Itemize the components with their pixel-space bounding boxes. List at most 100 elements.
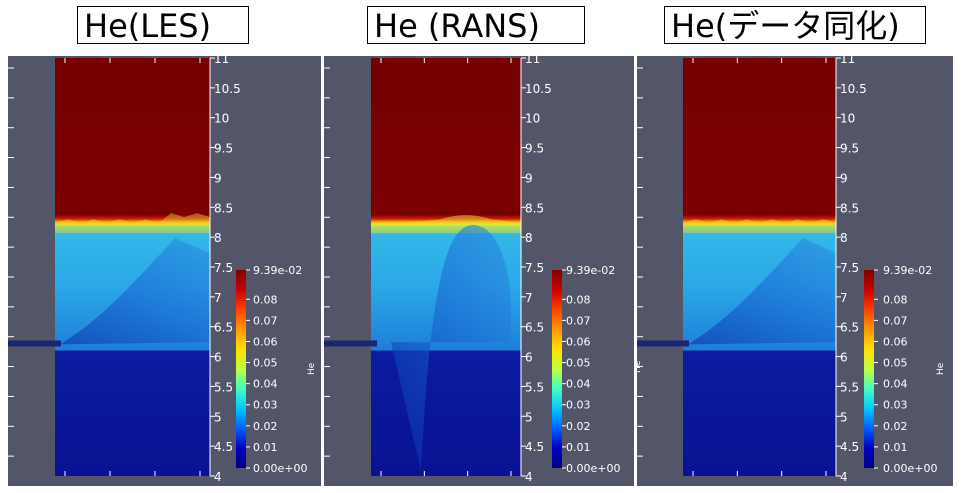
- colorbar-label: 0.05: [883, 357, 908, 370]
- y-tick-label: 11: [214, 56, 229, 66]
- colorbar: [864, 270, 874, 468]
- colorbar-label: 0.03: [566, 399, 591, 412]
- colorbar-label: 0.07: [883, 314, 908, 327]
- panel-title-da: He(データ同化): [664, 6, 926, 45]
- y-tick-label: 7.5: [214, 261, 233, 275]
- colorbar-label: 0.07: [253, 314, 278, 327]
- y-tick-label: 5.5: [525, 380, 544, 394]
- y-tick-label: 10.5: [840, 82, 867, 96]
- y-tick-label: 7.5: [525, 261, 544, 275]
- colorbar-label: 0.01: [253, 441, 278, 454]
- y-tick-label: 5: [525, 410, 533, 424]
- y-tick-label: 6: [214, 351, 222, 365]
- colorbar-label: 0.08: [883, 293, 908, 306]
- y-tick-label: 7: [525, 291, 533, 305]
- y-tick-label: 4: [840, 470, 848, 484]
- contour-plot-rans: 11 10.5 10 9.5 9 8.5 8 7.5 7 6.5 6 5.5 5 4.5 4 9.39e-02…: [324, 56, 620, 484]
- contour-plot-les: 11 10.5 10 9.5 9 8.5 8 7.5 7 6.5 6 5.5 5 4.5 4 9.39e-02…: [8, 56, 317, 484]
- colorbar-label: 0.04: [883, 378, 908, 391]
- colorbar-label: 0.04: [253, 378, 278, 391]
- colorbar-label: 0.06: [253, 335, 278, 348]
- y-tick-label: 11: [840, 56, 855, 66]
- colorbar-label: 0.00e+00: [883, 462, 937, 475]
- mixing-plume: [688, 238, 836, 345]
- panel-title-rans: He (RANS): [367, 6, 585, 45]
- colorbar: [552, 270, 562, 468]
- y-tick-label: 9: [214, 171, 222, 185]
- y-tick-label: 4.5: [525, 440, 544, 454]
- colorbar-label: 0.01: [566, 441, 591, 454]
- injector-pipe: [324, 340, 377, 347]
- colorbar-label: 0.05: [253, 357, 278, 370]
- y-tick-label: 4: [214, 470, 222, 484]
- y-tick-label: 8: [525, 231, 533, 245]
- colorbar-label: 0.01: [883, 441, 908, 454]
- colorbar-title: He: [936, 362, 946, 375]
- y-tick-label: 9.5: [840, 142, 859, 156]
- y-tick-label: 9: [840, 171, 848, 185]
- colorbar-label: 0.06: [566, 335, 591, 348]
- colorbar-label: 9.39e-02: [253, 264, 302, 277]
- y-tick-label: 10: [840, 112, 855, 126]
- colorbar-label: 0.00e+00: [566, 462, 620, 475]
- colorbar-label: 9.39e-02: [883, 264, 932, 277]
- colorbar-label: 9.39e-02: [566, 264, 615, 277]
- colorbar-label: 0.02: [883, 420, 908, 433]
- y-tick-label: 8.5: [840, 201, 859, 215]
- interface-layer: [55, 213, 210, 234]
- colorbar-title: He: [307, 362, 317, 375]
- y-tick-label: 4.5: [214, 440, 233, 454]
- injector-pipe: [8, 340, 61, 347]
- y-tick-label: 7: [214, 291, 222, 305]
- contour-panel-rans: 11 10.5 10 9.5 9 8.5 8 7.5 7 6.5 6 5.5 5 4.5 4 9.39e-02…: [324, 56, 634, 486]
- left-wall: [637, 58, 683, 476]
- colorbar-label: 0.06: [883, 335, 908, 348]
- colorbar-label: 0.02: [566, 420, 591, 433]
- y-tick-label: 6.5: [525, 321, 544, 335]
- colorbar-title-rans: He: [637, 360, 643, 373]
- y-tick-label: 5: [840, 410, 848, 424]
- contour-panel-les: 11 10.5 10 9.5 9 8.5 8 7.5 7 6.5 6 5.5 5 4.5 4 9.39e-02…: [8, 56, 321, 486]
- colorbar: [236, 270, 246, 468]
- colorbar-label: 0.08: [253, 293, 278, 306]
- colorbar-label: 0.00e+00: [253, 462, 307, 475]
- colorbar-label: 0.03: [883, 399, 908, 412]
- colorbar-label: 0.04: [566, 378, 591, 391]
- left-wall: [8, 58, 55, 476]
- y-tick-label: 10: [214, 112, 229, 126]
- mixing-plume: [60, 238, 210, 345]
- colorbar-label: 0.02: [253, 420, 278, 433]
- y-tick-label: 10.5: [525, 82, 552, 96]
- left-wall: [324, 58, 371, 476]
- y-tick-label: 10: [525, 112, 540, 126]
- y-tick-label: 8.5: [214, 201, 233, 215]
- y-tick-label: 9.5: [214, 142, 233, 156]
- panel-title-les: He(LES): [77, 6, 249, 45]
- contour-plot-da: 11 10.5 10 9.5 9 8.5 8 7.5 7 6.5 6 5.5 5 4.5 4 9.39e-02…: [637, 56, 946, 484]
- mixing-plume: [391, 225, 511, 472]
- y-tick-label: 5.5: [214, 380, 233, 394]
- y-tick-label: 6.5: [840, 321, 859, 335]
- y-tick-label: 6.5: [214, 321, 233, 335]
- y-tick-label: 4: [525, 470, 533, 484]
- contour-panel-da: 11 10.5 10 9.5 9 8.5 8 7.5 7 6.5 6 5.5 5 4.5 4 9.39e-02…: [637, 56, 953, 486]
- y-tick-label: 9.5: [525, 142, 544, 156]
- y-tick-label: 7.5: [840, 261, 859, 275]
- y-tick-label: 6: [840, 351, 848, 365]
- y-tick-label: 5: [214, 410, 222, 424]
- colorbar-label: 0.08: [566, 293, 591, 306]
- y-tick-label: 11: [525, 56, 540, 66]
- y-tick-label: 8: [214, 231, 222, 245]
- interface-layer: [683, 219, 836, 234]
- y-tick-label: 7: [840, 291, 848, 305]
- y-tick-label: 5.5: [840, 380, 859, 394]
- y-tick-label: 6: [525, 351, 533, 365]
- y-tick-label: 8: [840, 231, 848, 245]
- y-tick-label: 4.5: [840, 440, 859, 454]
- colorbar-label: 0.03: [253, 399, 278, 412]
- y-tick-label: 8.5: [525, 201, 544, 215]
- colorbar-label: 0.07: [566, 314, 591, 327]
- injector-pipe: [637, 340, 689, 347]
- y-tick-label: 10.5: [214, 82, 241, 96]
- y-tick-label: 9: [525, 171, 533, 185]
